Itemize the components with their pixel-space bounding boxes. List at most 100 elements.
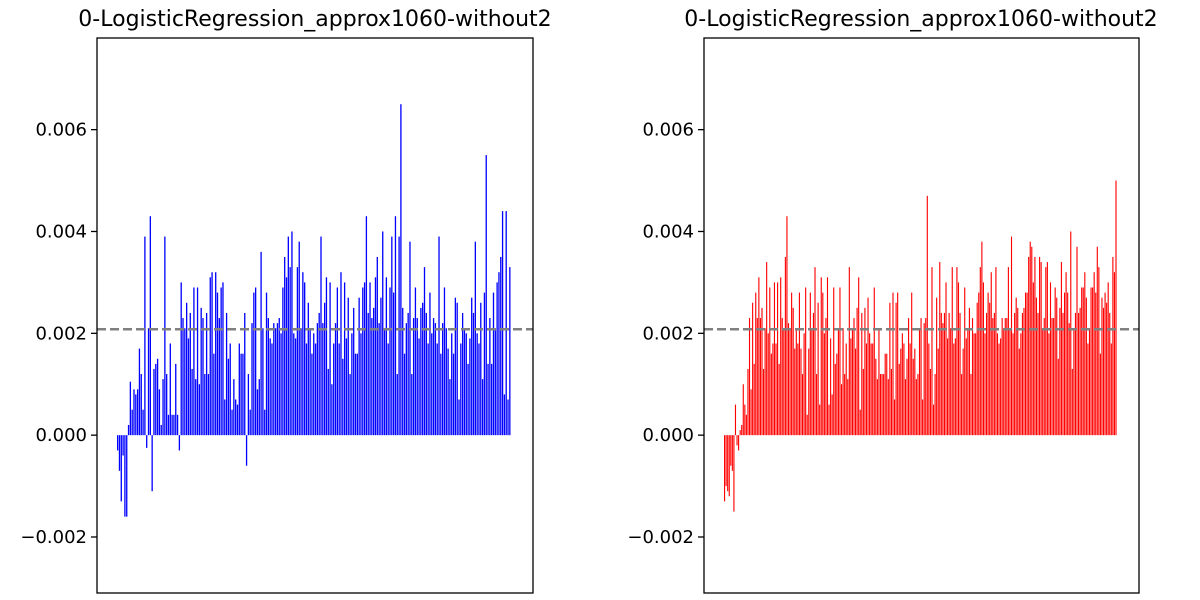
right-bar (917, 374, 919, 436)
right-bar (904, 379, 907, 436)
right-bar (861, 312, 863, 436)
right-bar (1099, 353, 1101, 436)
left-bar (442, 323, 444, 436)
left-bar (478, 343, 480, 436)
left-bar (334, 323, 337, 436)
right-bar (725, 435, 727, 487)
right-bar (733, 435, 735, 512)
left-bar (244, 312, 246, 436)
left-bar (273, 323, 275, 436)
right-bar (734, 404, 737, 436)
left-bar (298, 241, 300, 436)
left-bar (458, 399, 460, 436)
right-bar (1056, 297, 1058, 436)
left-bar (186, 302, 188, 436)
right-bar (1039, 256, 1041, 436)
right-bar (973, 333, 975, 436)
left-bar (180, 282, 182, 436)
right-bar (724, 435, 726, 502)
right-bar (1093, 272, 1095, 436)
right-bar (823, 333, 825, 436)
left-bar (503, 394, 506, 436)
left-bar (505, 211, 507, 436)
right-bar (1024, 292, 1027, 436)
left-bar (284, 256, 286, 436)
left-bar (336, 287, 339, 436)
left-bar (149, 216, 151, 436)
left-bar (215, 272, 217, 436)
right-bar (814, 267, 816, 436)
left-bar (498, 272, 500, 436)
left-bar (382, 231, 384, 436)
right-bar (1073, 328, 1075, 436)
left-bar (434, 323, 437, 436)
right-bar (797, 343, 799, 436)
right-ytick-label: 0.004 (642, 221, 694, 242)
left-bar (124, 435, 126, 517)
right-bar (755, 292, 757, 436)
left-bar (343, 282, 346, 436)
left-bar (120, 435, 122, 502)
right-bar (1054, 287, 1056, 436)
left-bar (269, 338, 271, 436)
right-bar (1102, 307, 1105, 436)
left-bar (287, 236, 289, 436)
right-bar (920, 318, 922, 436)
right-bar (831, 394, 833, 436)
left-bar (385, 277, 388, 436)
right-bar (772, 343, 774, 436)
left-bar (245, 435, 248, 466)
right-bar (783, 328, 785, 436)
right-bar (1070, 231, 1072, 436)
right-bar (901, 333, 903, 436)
right-bar (844, 374, 846, 436)
left-bar (431, 333, 433, 436)
right-bar (1015, 297, 1017, 436)
right-bar (1040, 262, 1042, 436)
right-bar (929, 368, 931, 436)
left-bar (432, 318, 435, 436)
left-bar (360, 333, 362, 436)
left-bar (327, 368, 329, 436)
right-bar (840, 384, 843, 436)
left-bar (476, 333, 478, 436)
left-bar (487, 363, 489, 436)
right-bar (948, 312, 950, 436)
right-bar (1048, 333, 1050, 436)
right-bar (954, 338, 956, 436)
right-bar (759, 318, 761, 436)
right-bar (889, 302, 891, 436)
left-bar (136, 389, 139, 436)
right-bar (993, 312, 995, 436)
left-bar (440, 353, 442, 436)
right-bar (842, 328, 844, 436)
right-bar (1062, 312, 1064, 436)
right-bar (786, 216, 788, 436)
left-bar (160, 424, 162, 436)
right-bar (1098, 267, 1100, 436)
left-bar (304, 282, 306, 436)
left-bar (362, 287, 364, 436)
left-ytick-label: −0.002 (20, 527, 87, 548)
left-chart-plot-area: −0.002 0.000 0.002 0.004 0.006 (20, 37, 534, 594)
right-bar (811, 328, 813, 436)
right-bar (1065, 272, 1067, 436)
left-bar (300, 328, 302, 436)
right-bar (990, 272, 992, 436)
right-bar (925, 318, 927, 436)
left-bar (253, 292, 255, 436)
right-bar (914, 348, 916, 436)
right-bar (892, 292, 894, 436)
right-bar (1010, 236, 1013, 436)
left-chart-title: 0-LogisticRegression_approx1060-without2 (78, 7, 551, 32)
right-bar (865, 343, 868, 436)
right-bar (767, 333, 769, 436)
right-bar (1053, 318, 1055, 436)
right-bar (1018, 348, 1020, 436)
right-bar (859, 409, 861, 436)
right-bar (967, 328, 969, 436)
left-bar (182, 318, 184, 436)
right-bar (750, 389, 752, 436)
left-bar (118, 435, 121, 471)
left-bar (144, 236, 146, 436)
